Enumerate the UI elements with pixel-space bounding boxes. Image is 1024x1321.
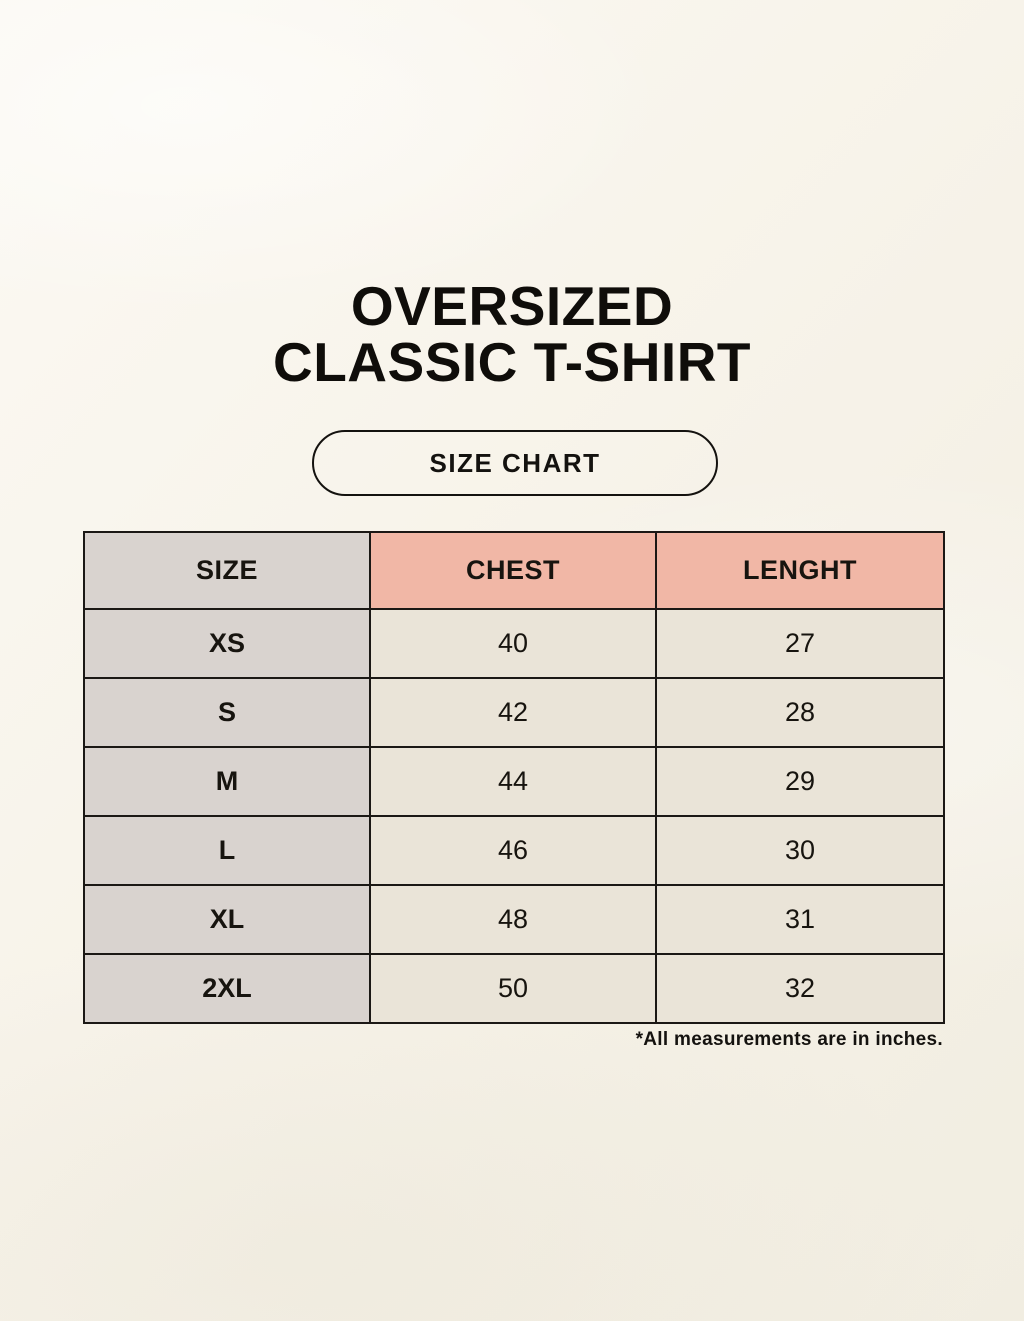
cell-length-m: 29 [655,746,945,817]
cell-size-l: L [83,815,371,886]
size-chart-button-label: SIZE CHART [429,447,601,478]
cell-length-s: 28 [655,677,945,748]
column-header-length: LENGHT [655,531,945,610]
table-row-xs: XS 40 27 [83,608,945,679]
cell-length-xl: 31 [655,884,945,955]
cell-length-2xl: 32 [655,953,945,1024]
cell-chest-l: 46 [369,815,657,886]
page-title: OVERSIZED CLASSIC T-SHIRT [0,278,1024,390]
page-title-line1: OVERSIZED [350,275,674,337]
cell-size-m: M [83,746,371,817]
table-row-m: M 44 29 [83,746,945,817]
column-header-size: SIZE [83,531,371,610]
cell-chest-2xl: 50 [369,953,657,1024]
cell-size-xl: XL [83,884,371,955]
page-title-line2: CLASSIC T-SHIRT [272,331,752,393]
cell-chest-xs: 40 [369,608,657,679]
cell-size-xs: XS [83,608,371,679]
table-header-row: SIZE CHEST LENGHT [83,531,945,610]
column-header-chest: CHEST [369,531,657,610]
table-row-2xl: 2XL 50 32 [83,953,945,1024]
table-row-l: L 46 30 [83,815,945,886]
table-row-xl: XL 48 31 [83,884,945,955]
cell-length-xs: 27 [655,608,945,679]
cell-size-s: S [83,677,371,748]
cell-chest-m: 44 [369,746,657,817]
cell-chest-s: 42 [369,677,657,748]
size-chart-button[interactable]: SIZE CHART [312,430,718,496]
table-row-s: S 42 28 [83,677,945,748]
cell-chest-xl: 48 [369,884,657,955]
size-table: SIZE CHEST LENGHT XS 40 27 S 42 28 M 44 … [83,531,945,1024]
cell-size-2xl: 2XL [83,953,371,1024]
cell-length-l: 30 [655,815,945,886]
measurements-note: *All measurements are in inches. [635,1029,943,1050]
